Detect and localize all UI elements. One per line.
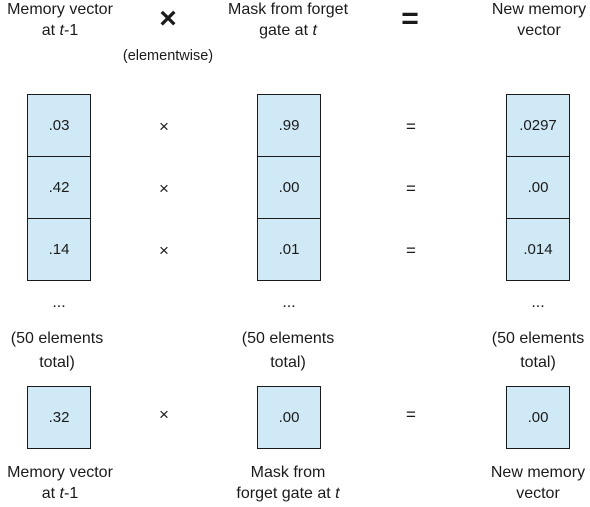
mask-total-line1: (50 elements	[218, 327, 358, 351]
mask-last-cell: .00	[257, 386, 321, 449]
footer-memory-line2: at t-1	[0, 483, 130, 504]
footer-new-line2: vector	[468, 483, 590, 504]
result-ellipsis: ...	[506, 294, 570, 312]
result-vector-column: .0297 .00 .014	[506, 94, 570, 281]
footer-memory-line1: Memory vector	[0, 462, 130, 483]
header-memory-line1: Memory vector	[0, 0, 130, 20]
footer-mask-line2: forget gate at t	[218, 483, 358, 504]
footer-mask-label: Mask from forget gate at t	[218, 462, 358, 504]
header-memory-label: Memory vector at t-1	[0, 0, 130, 41]
equals-operator-row-1: =	[396, 117, 426, 137]
result-cell-2: .00	[506, 157, 570, 219]
memory-total-line2: total)	[0, 351, 127, 375]
equals-operator-last: =	[396, 405, 426, 425]
footer-memory-label: Memory vector at t-1	[0, 462, 130, 504]
times-operator-row-1: ×	[149, 117, 179, 137]
memory-last-cell: .32	[27, 386, 91, 449]
footer-mask-line1: Mask from	[218, 462, 358, 483]
equals-operator-row-2: =	[396, 179, 426, 199]
times-operator-row-3: ×	[149, 241, 179, 261]
mask-cell-2: .00	[257, 157, 321, 219]
memory-ellipsis: ...	[27, 294, 91, 312]
mask-ellipsis: ...	[257, 294, 321, 312]
mask-cell-3: .01	[257, 219, 321, 281]
equals-operator-row-3: =	[396, 241, 426, 261]
result-total-line1: (50 elements	[468, 327, 590, 351]
memory-total-line1: (50 elements	[0, 327, 127, 351]
memory-vector-column: .03 .42 .14	[27, 94, 91, 281]
memory-cell-3: .14	[27, 219, 91, 281]
header-mask-label: Mask from forget gate at t	[218, 0, 358, 41]
memory-cell-1: .03	[27, 94, 91, 157]
header-equals-symbol: =	[390, 4, 430, 34]
footer-new-line1: New memory	[468, 462, 590, 483]
mask-cell-1: .99	[257, 94, 321, 157]
times-operator-row-2: ×	[149, 179, 179, 199]
times-operator-last: ×	[149, 405, 179, 425]
result-cell-1: .0297	[506, 94, 570, 157]
header-times-symbol: ×	[148, 4, 188, 34]
footer-new-memory-label: New memory vector	[468, 462, 590, 504]
header-mask-line2: gate at t	[218, 20, 358, 41]
header-mask-line1: Mask from forget	[218, 0, 358, 20]
mask-total-note: (50 elements total)	[218, 327, 358, 375]
header-elementwise-note: (elementwise)	[98, 48, 238, 64]
mask-vector-column: .99 .00 .01	[257, 94, 321, 281]
header-memory-line2: at t-1	[0, 20, 130, 41]
result-total-line2: total)	[468, 351, 590, 375]
mask-total-line2: total)	[218, 351, 358, 375]
header-new-line2: vector	[469, 20, 590, 41]
result-total-note: (50 elements total)	[468, 327, 590, 375]
memory-total-note: (50 elements total)	[0, 327, 127, 375]
result-last-cell: .00	[506, 386, 570, 449]
memory-cell-2: .42	[27, 157, 91, 219]
header-new-memory-label: New memory vector	[469, 0, 590, 41]
header-new-line1: New memory	[469, 0, 590, 20]
result-cell-3: .014	[506, 219, 570, 281]
